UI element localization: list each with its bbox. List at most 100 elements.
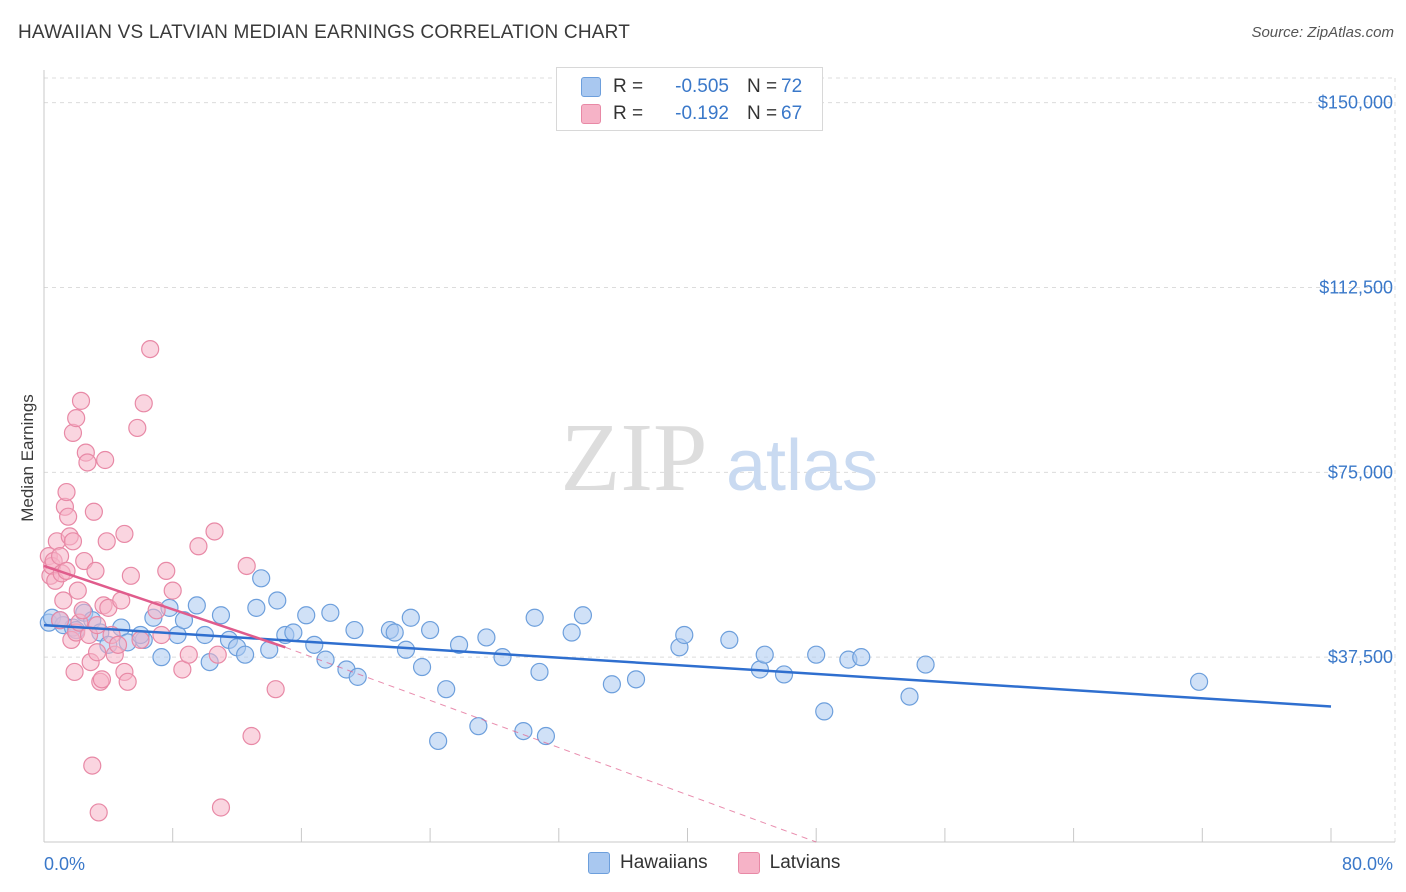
latvian-point <box>57 482 76 502</box>
hawaiian-point <box>252 569 271 588</box>
latvian-point <box>152 625 171 645</box>
latvian-point <box>65 662 84 682</box>
latvian-point <box>179 645 198 664</box>
legend-n-value: 67 <box>781 103 803 124</box>
hawaiian-point <box>396 640 416 659</box>
series-legend-swatch-hawaiians <box>588 852 610 874</box>
series-legend-hawaiians[interactable]: Hawaiians <box>588 852 708 874</box>
latvian-point <box>63 532 83 551</box>
latvian-point <box>266 680 285 699</box>
hawaiian-point <box>807 645 826 664</box>
hawaiian-point <box>774 665 794 684</box>
hawaiian-point <box>305 635 324 654</box>
latvian-point <box>131 630 150 650</box>
latvian-point <box>73 601 92 620</box>
hawaiian-point <box>573 606 593 625</box>
latvian-point <box>84 502 103 521</box>
hawaiian-point <box>235 645 255 664</box>
latvian-point <box>87 616 107 635</box>
series-legend-label-latvians: Latvians <box>769 852 841 873</box>
latvian-point <box>208 645 227 664</box>
y-tick-label: $75,000 <box>1328 462 1393 482</box>
hawaiian-point <box>187 596 206 615</box>
legend-n-label: N = <box>747 76 778 97</box>
latvian-point <box>67 409 86 428</box>
hawaiian-point <box>493 648 512 667</box>
axes-layer: $150,000 $112,500 $75,000 $37,500 <box>43 70 1395 843</box>
hawaiian-point <box>626 670 646 689</box>
latvian-point <box>68 581 87 600</box>
latvian-point <box>121 566 140 585</box>
hawaiian-point <box>602 675 621 694</box>
hawaiian-point <box>348 667 367 686</box>
legend-n-label: N = <box>747 103 778 124</box>
watermark-zip: ZIP <box>561 404 708 512</box>
latvian-point <box>78 453 97 472</box>
hawaiian-point <box>900 687 919 706</box>
source-label: Source: ZipAtlas.com <box>1251 24 1394 41</box>
watermark: ZIP atlas <box>561 404 879 512</box>
latvian-point <box>128 418 147 438</box>
hawaiian-point <box>429 731 448 751</box>
legend-r-value: -0.505 <box>675 76 729 97</box>
hawaiian-point <box>268 591 287 610</box>
latvian-point <box>71 391 91 410</box>
hawaiian-point <box>525 608 544 627</box>
series-legend: Hawaiians Latvians <box>588 852 840 874</box>
latvian-point <box>63 423 83 442</box>
hawaiian-point <box>174 611 194 630</box>
trend-layer <box>43 564 1332 843</box>
hawaiian-point <box>536 726 556 746</box>
latvian-point <box>141 339 160 359</box>
x-tick-label-max: 80.0% <box>1342 854 1393 874</box>
latvian-point <box>54 591 73 610</box>
hawaiian-point <box>852 648 871 667</box>
latvian-point <box>163 581 182 600</box>
latvian-point <box>108 635 128 654</box>
hawaiian-point <box>284 623 303 642</box>
latvian-point <box>50 611 70 630</box>
chart-title: HAWAIIAN VS LATVIAN MEDIAN EARNINGS CORR… <box>18 22 631 43</box>
latvian-point <box>59 507 78 526</box>
legend-swatch-latvians <box>581 104 601 124</box>
series-legend-latvians[interactable]: Latvians <box>737 852 841 874</box>
hawaiian-point <box>530 662 549 682</box>
hawaiian-point <box>514 721 533 741</box>
legend-row-latvians: R = -0.192 N = 67 <box>581 101 802 127</box>
hawaiian-point <box>247 598 266 617</box>
latvian-point <box>157 561 176 581</box>
hawaiian-point <box>449 635 469 654</box>
hawaiian-point <box>345 620 364 640</box>
latvian-point <box>205 522 224 541</box>
hawaiian-point <box>477 628 496 647</box>
hawaiian-point <box>321 603 340 622</box>
latvian-point <box>89 803 108 822</box>
y-tick-label: $150,000 <box>1318 93 1393 113</box>
points-layer <box>39 339 1209 822</box>
hawaiian-point <box>401 608 420 627</box>
legend-r-label: R = <box>613 76 644 97</box>
latvian-point <box>242 726 261 746</box>
latvian-point <box>118 672 137 691</box>
legend-r-value: -0.192 <box>675 103 729 124</box>
hawaiian-point <box>421 620 440 640</box>
y-tick-label: $37,500 <box>1328 647 1393 667</box>
hawaiian-point <box>675 625 694 645</box>
latvian-point <box>87 643 107 662</box>
y-tick-label: $112,500 <box>1319 277 1393 297</box>
hawaiian-point <box>916 655 935 674</box>
correlation-legend: R = -0.505 N = 72 R = -0.192 N = 67 <box>556 67 823 131</box>
x-tick-label-min: 0.0% <box>44 854 85 874</box>
legend-swatch-hawaiians <box>581 77 601 97</box>
latvian-point <box>97 532 116 551</box>
y-axis-title: Median Earnings <box>18 394 37 522</box>
latvian-point <box>211 798 231 817</box>
hawaiian-point <box>385 623 404 642</box>
hawaiian-point <box>297 606 316 625</box>
hawaiian-point <box>469 717 488 736</box>
latvian-point <box>96 450 115 470</box>
latvian-point <box>134 394 153 413</box>
hawaiian-point <box>755 645 774 664</box>
hawaiian-point <box>815 702 834 721</box>
